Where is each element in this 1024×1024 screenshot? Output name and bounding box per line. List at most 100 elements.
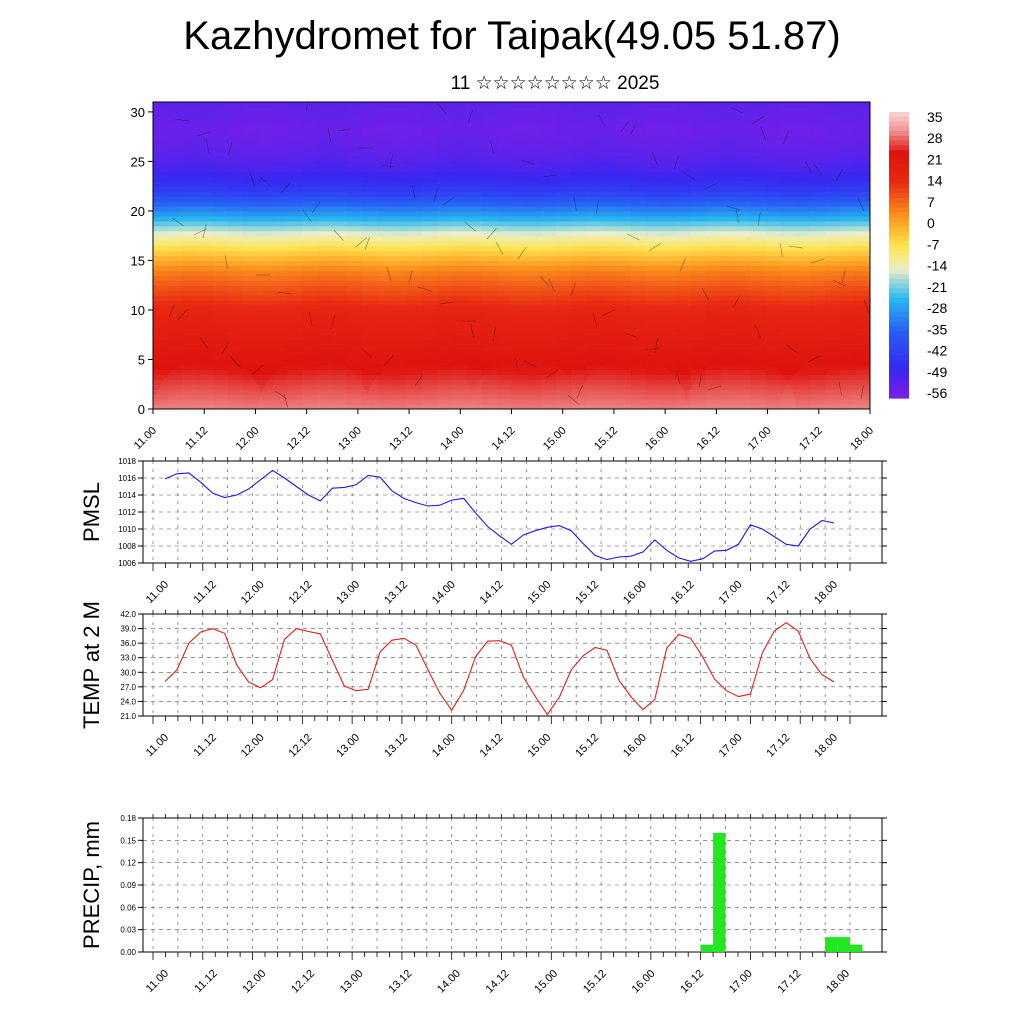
heatmap-cell	[287, 265, 303, 271]
heatmap-cell	[466, 111, 483, 118]
heatmap-cell	[616, 220, 632, 227]
temp-ytick-label: 24.0	[120, 697, 136, 706]
heatmap-cell	[287, 176, 303, 182]
heatmap-cell	[466, 379, 483, 385]
heatmap-cell	[645, 290, 662, 296]
heatmap-cell	[227, 329, 244, 336]
wind-streamline	[573, 196, 577, 211]
colorbar-segment	[889, 369, 909, 375]
heatmap-cell	[541, 334, 557, 341]
heatmap-cell	[332, 171, 348, 177]
heatmap-cell	[825, 265, 841, 271]
heatmap-cell	[601, 106, 617, 113]
heatmap-cell	[406, 295, 423, 301]
heatmap-cell	[481, 314, 498, 321]
heatmap-cell	[675, 374, 692, 380]
heatmap-cell	[481, 106, 498, 113]
heatmap-cell	[436, 334, 453, 341]
heatmap-cell	[302, 121, 318, 128]
heatmap-cell	[780, 111, 796, 118]
heatmap-cell	[466, 230, 483, 237]
heatmap-cell	[317, 102, 333, 108]
colorbar-label: -7	[927, 236, 940, 252]
heatmap-cell	[601, 136, 617, 143]
heatmap-cell	[436, 339, 453, 346]
heatmap-cell	[153, 121, 169, 128]
heatmap-cell	[795, 116, 811, 123]
heatmap-cell	[153, 379, 169, 385]
heatmap-cell	[242, 230, 259, 237]
heatmap-cell	[660, 181, 677, 187]
heatmap-cell	[825, 161, 841, 167]
heatmap-cell	[272, 205, 289, 212]
heatmap-cell	[705, 300, 722, 306]
heatmap-cell	[167, 176, 184, 182]
heatmap-cell	[466, 102, 483, 108]
heatmap-cell	[780, 176, 796, 182]
heatmap-cell	[227, 270, 244, 276]
heatmap-cell	[586, 102, 602, 108]
heatmap-cell	[302, 215, 318, 222]
heatmap-cell	[631, 102, 647, 108]
heatmap-cell	[840, 270, 856, 276]
heatmap-cell	[795, 210, 811, 217]
heatmap-ytick-label: 0	[138, 402, 145, 417]
heatmap-cell	[526, 171, 542, 177]
heatmap-cell	[347, 181, 363, 187]
heatmap-cell	[377, 225, 393, 232]
heatmap-cell	[616, 240, 632, 247]
heatmap-cell	[511, 121, 528, 128]
heatmap-cell	[780, 275, 796, 281]
heatmap-cell	[795, 102, 811, 108]
heatmap-cell	[720, 176, 737, 182]
heatmap-cell	[586, 121, 602, 128]
heatmap-cell	[750, 324, 767, 331]
heatmap-cell	[735, 220, 752, 227]
wind-streamline	[193, 228, 207, 236]
heatmap-cell	[317, 305, 333, 311]
heatmap-cell	[153, 196, 169, 202]
heatmap-cell	[616, 270, 632, 276]
heatmap-cell	[690, 300, 707, 306]
heatmap-cell	[840, 319, 856, 326]
heatmap-cell	[690, 290, 707, 296]
heatmap-cell	[481, 250, 498, 257]
heatmap-cell	[272, 102, 289, 108]
wind-streamline	[841, 269, 846, 284]
heatmap-cell	[810, 215, 826, 222]
precip-xtick-label: 14.00	[435, 968, 463, 996]
heatmap-cell	[436, 255, 453, 262]
heatmap-cell	[601, 314, 617, 321]
heatmap-cell	[601, 126, 617, 133]
heatmap-cell	[825, 250, 841, 257]
heatmap-cell	[855, 191, 870, 197]
heatmap-cell	[511, 309, 528, 316]
heatmap-cell	[780, 309, 796, 316]
heatmap-cell	[436, 102, 453, 108]
temp-xtick-label: 13.12	[382, 732, 410, 760]
wind-streamline	[386, 266, 391, 281]
heatmap-cell	[496, 300, 513, 306]
heatmap-cell	[616, 280, 632, 286]
heatmap-cell	[153, 220, 169, 227]
heatmap-cell	[451, 116, 468, 123]
heatmap-cell	[377, 339, 393, 346]
heatmap-cell	[750, 295, 767, 301]
heatmap-cell	[556, 196, 572, 202]
heatmap-cell	[377, 295, 393, 301]
heatmap-cell	[451, 349, 468, 356]
heatmap-cell	[332, 245, 348, 252]
heatmap-cell	[631, 196, 647, 202]
heatmap-cell	[182, 136, 199, 143]
heatmap-cell	[526, 151, 542, 158]
heatmap-cell	[675, 146, 692, 153]
heatmap-cell	[362, 230, 378, 237]
heatmap-cell	[436, 290, 453, 296]
heatmap-cell	[212, 151, 229, 158]
heatmap-xtick-label: 17.12	[797, 425, 825, 453]
heatmap-cell	[362, 235, 378, 242]
heatmap-cell	[690, 146, 707, 153]
heatmap-cell	[631, 171, 647, 177]
heatmap-cell	[810, 136, 826, 143]
heatmap-cell	[227, 235, 244, 242]
